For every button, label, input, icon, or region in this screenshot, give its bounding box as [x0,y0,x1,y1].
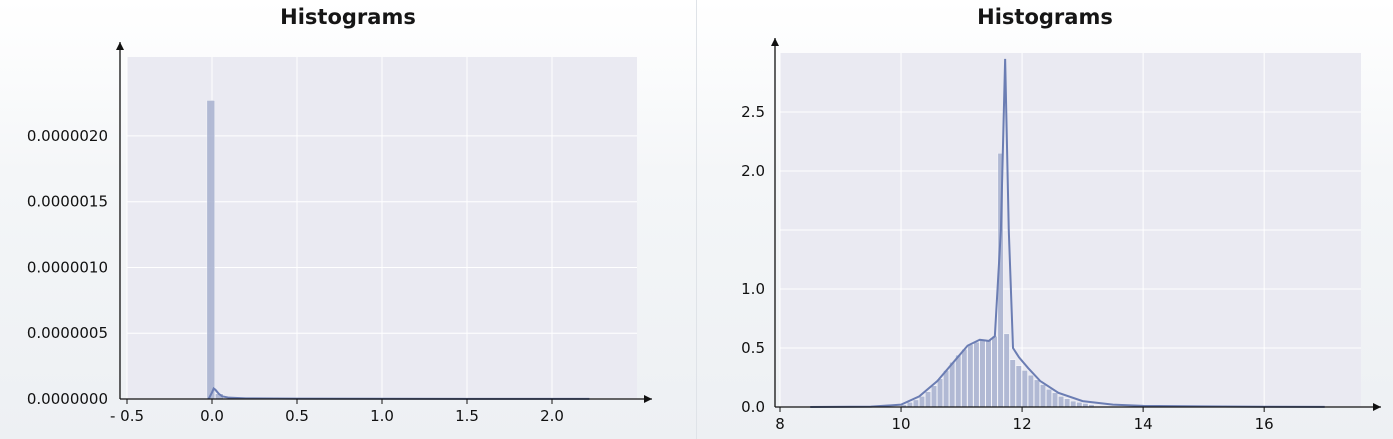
y-axis-arrow [771,38,779,46]
y-tick-label: 0.0000005 [27,324,108,342]
x-tick-label: 2.0 [540,407,564,425]
histogram-bar [906,402,913,408]
histogram-bar [931,385,937,408]
y-tick-label: 2.5 [741,103,765,121]
histogram-bar [949,361,956,408]
histogram-bar [1021,370,1028,408]
histogram-bar [967,344,974,408]
y-tick-label: 0.0 [741,398,765,416]
histogram-bar [1058,396,1065,408]
chart-title: Histograms [977,5,1113,29]
histogram-bar [1052,392,1058,408]
histogram-bar [925,391,931,408]
histogram-bar [1070,400,1077,408]
x-tick-label: 1.0 [370,407,394,425]
x-tick-label: 0.5 [285,407,309,425]
x-tick-label: 16 [1255,415,1274,433]
histogram-bar [955,354,962,408]
histogram-bar [979,339,986,408]
histogram-bar [961,348,968,408]
y-tick-label: 0.0000010 [27,258,108,276]
y-tick-label: 0.0000020 [27,127,108,145]
right-chart-panel: Histograms 8 10 12 14 16 0.0 0.5 1.0 2.0 2.5 [697,0,1393,439]
x-tick-label: - 0.5 [110,407,144,425]
y-tick-label: 1.0 [741,280,765,298]
x-axis-arrow [1373,403,1381,411]
histogram-bar [912,399,919,408]
histogram-bar [206,100,215,400]
x-tick-label: 0.0 [200,407,224,425]
y-tick-label: 0.0000000 [27,390,108,408]
histogram-bar [1040,384,1046,408]
x-tick-label: 14 [1134,415,1153,433]
right-histogram-chart: 8 10 12 14 16 0.0 0.5 1.0 2.0 2.5 [741,38,1381,433]
panel-divider [696,0,697,439]
histogram-bar [985,339,992,408]
histogram-bar [1064,398,1071,408]
histogram-bar [937,378,944,408]
y-axis-arrow [116,42,124,50]
kde-line [810,58,1325,408]
histogram-bar [973,341,980,408]
left-histogram-chart: - 0.5 0.0 0.5 1.0 1.5 2.0 0.0000000 0.0000005 0.… [27,42,652,425]
histogram-bar [1027,374,1034,408]
histogram-bar [918,396,925,408]
chart-title: Histograms [280,5,416,29]
x-tick-label: 1.5 [455,407,479,425]
x-tick-label: 10 [891,415,910,433]
histogram-bar [1076,402,1083,408]
histogram-bar [1003,333,1010,408]
x-tick-label: 12 [1013,415,1032,433]
y-tick-label: 0.0000015 [27,193,108,211]
histogram-bar [1033,379,1040,408]
y-tick-label: 2.0 [741,162,765,180]
histogram-bar [1046,389,1052,408]
x-axis-arrow [644,395,652,403]
y-tick-label: 0.5 [741,339,765,357]
histogram-bar [943,370,950,408]
histogram-bar [1015,365,1022,408]
x-tick-label: 8 [775,415,785,433]
histogram-bar [991,336,998,408]
histogram-bar [1009,359,1016,408]
left-chart-panel: Histograms - 0.5 0.0 0.5 1.0 1.5 2.0 0.0000000… [0,0,696,439]
